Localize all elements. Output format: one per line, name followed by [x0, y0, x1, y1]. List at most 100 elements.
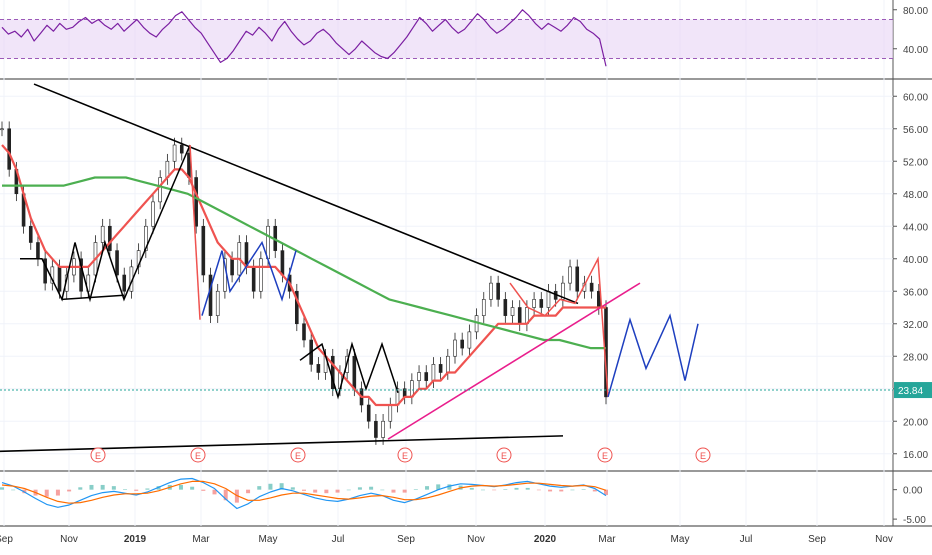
- macd-histogram-bar: [302, 489, 306, 491]
- candle-body: [532, 299, 536, 308]
- earnings-label: E: [195, 451, 201, 461]
- macd-histogram-bar: [503, 489, 508, 490]
- wave-drawing: [201, 240, 297, 316]
- candle-body: [172, 144, 177, 162]
- candle-body: [79, 258, 83, 292]
- candle-body: [215, 290, 220, 316]
- candle-body: [568, 266, 572, 284]
- earnings-label: E: [402, 451, 408, 461]
- macd-histogram-bar: [190, 486, 195, 490]
- candle-body: [122, 274, 127, 292]
- macd-histogram-bar: [369, 486, 374, 490]
- macd-histogram-bar: [111, 486, 116, 490]
- pattern-base: [61, 294, 125, 301]
- candle-body: [194, 177, 198, 227]
- macd-histogram-bar: [55, 489, 60, 496]
- price-tick-label: 56.00: [903, 125, 928, 136]
- macd-tick-label: 0.00: [903, 486, 923, 497]
- macd-histogram-bar: [536, 489, 541, 491]
- rsi-tick-label: 40.00: [903, 45, 928, 56]
- candle-body: [302, 323, 306, 341]
- candle-body: [100, 225, 105, 243]
- macd-histogram-bar: [402, 489, 407, 493]
- earnings-marker: [496, 447, 512, 463]
- macd-histogram-bar: [201, 489, 206, 491]
- candle-body: [179, 144, 184, 154]
- earnings-label: E: [700, 451, 706, 461]
- price-tick-label: 28.00: [903, 352, 928, 363]
- candle-body: [417, 372, 421, 381]
- rsi-tick-label: 80.00: [903, 6, 928, 17]
- candle-body: [575, 266, 580, 292]
- macd-histogram-bar: [413, 489, 418, 490]
- macd-histogram-bar: [346, 489, 351, 491]
- x-tick-label: 2019: [124, 534, 147, 545]
- candle-body: [266, 225, 270, 260]
- macd-histogram-bar: [279, 483, 284, 490]
- candle-body: [589, 282, 594, 292]
- candle-body: [489, 282, 493, 300]
- last-price-badge: [894, 382, 932, 399]
- price-tick-label: 16.00: [903, 450, 928, 461]
- candle-body: [208, 274, 213, 316]
- candle-body: [431, 364, 436, 381]
- macd-histogram-bar: [123, 489, 128, 490]
- macd-histogram-bar: [436, 484, 441, 490]
- candle-body: [28, 225, 33, 243]
- x-tick-label: Nov: [60, 534, 78, 545]
- macd-histogram-bar: [290, 487, 295, 490]
- candle-body: [57, 266, 62, 292]
- candle-body: [517, 307, 522, 325]
- macd-histogram-bar: [559, 489, 564, 492]
- x-tick-label: May: [259, 534, 278, 545]
- rising-support-line: [387, 282, 641, 440]
- x-tick-label: Nov: [467, 534, 485, 545]
- x-tick-label: Sep: [397, 534, 415, 545]
- earnings-label: E: [602, 451, 608, 461]
- pattern-zigzag: [20, 144, 191, 303]
- macd-histogram-bar: [11, 489, 16, 491]
- x-tick-label: Sep: [808, 534, 826, 545]
- macd-histogram-bar: [391, 489, 396, 493]
- drop-arrow: [189, 144, 201, 320]
- candle-body: [424, 372, 429, 381]
- macd-histogram-bar: [100, 484, 105, 490]
- consolidation-zigzag: [299, 341, 399, 400]
- long-support-line: [0, 435, 564, 453]
- price-tick-label: 44.00: [903, 222, 928, 233]
- price-tick-label: 40.00: [903, 255, 928, 266]
- candle-body: [546, 290, 551, 308]
- macd-histogram-bar: [178, 484, 183, 490]
- earnings-label: E: [501, 451, 507, 461]
- macd-histogram-bar: [268, 483, 273, 490]
- candle-body: [561, 282, 565, 300]
- candle-body: [50, 266, 55, 284]
- ma-slow-line: [2, 176, 606, 350]
- rsi-line: [1, 9, 607, 67]
- x-tick-label: 2020: [534, 534, 557, 545]
- candle-body: [0, 128, 4, 131]
- candle-body: [481, 299, 486, 316]
- macd-histogram-bar: [592, 489, 597, 492]
- candle-body: [201, 225, 206, 276]
- price-tick-label: 32.00: [903, 320, 928, 331]
- candle-body: [467, 331, 472, 349]
- macd-histogram-bar: [570, 489, 575, 491]
- signal-line: [1, 480, 607, 504]
- earnings-marker: [695, 447, 711, 463]
- macd-histogram-bar: [257, 486, 262, 490]
- earnings-label: E: [95, 451, 101, 461]
- macd-histogram-bar: [145, 488, 150, 490]
- macd-histogram-bar: [89, 484, 94, 490]
- macd-histogram-bar: [324, 489, 329, 494]
- macd-histogram-bar: [480, 489, 485, 491]
- projection-wave: [607, 313, 699, 398]
- earnings-label: E: [295, 451, 301, 461]
- macd-histogram-bar: [313, 489, 318, 493]
- earnings-marker: [397, 447, 413, 463]
- x-tick-label: Mar: [598, 534, 616, 545]
- macd-histogram-bar: [0, 487, 4, 490]
- x-tick-label: Sep: [0, 534, 13, 545]
- macd-histogram-bar: [514, 487, 519, 490]
- candle-body: [366, 404, 371, 422]
